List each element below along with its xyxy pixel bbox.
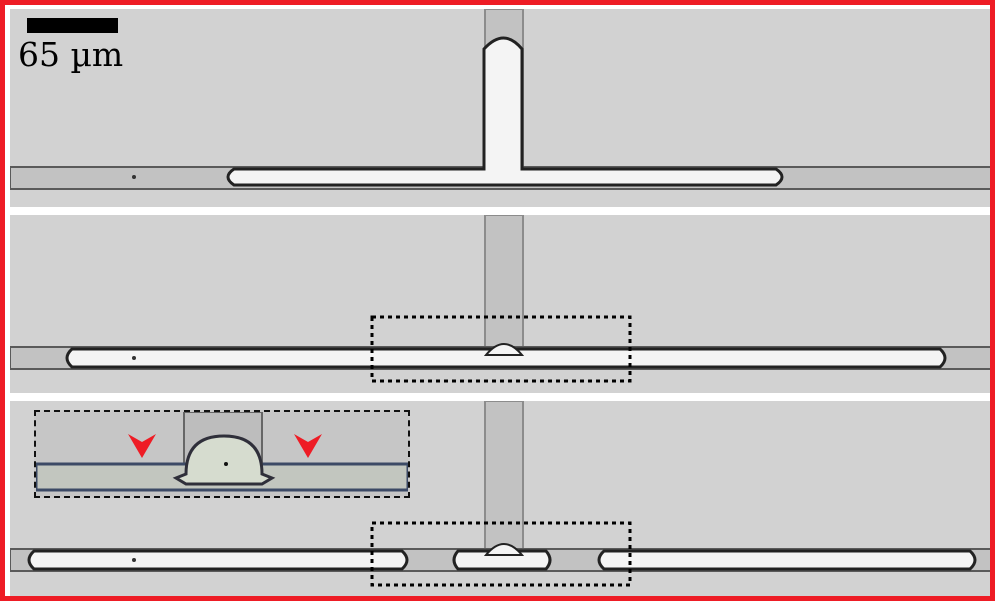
particle	[132, 356, 136, 360]
droplet-cap	[483, 343, 525, 356]
scale-bar	[27, 18, 118, 33]
particle	[132, 175, 136, 179]
inset-drawing	[36, 412, 408, 496]
arrowhead-icon	[128, 434, 156, 458]
highlight-box	[370, 521, 632, 587]
particle	[132, 558, 136, 562]
droplet-cap	[483, 543, 525, 556]
t-droplet	[226, 36, 784, 187]
panel-top-drawing	[10, 9, 990, 190]
panel-middle	[10, 215, 990, 393]
scale-bar-label: 65 µm	[18, 35, 124, 74]
highlight-box	[370, 315, 632, 383]
right-droplet	[597, 549, 977, 571]
left-droplet	[27, 549, 409, 571]
arrowhead-icon	[294, 434, 322, 458]
zoom-inset	[34, 410, 410, 498]
long-droplet	[65, 347, 947, 369]
panel-middle-drawing	[10, 215, 990, 383]
vertical-channel	[484, 215, 524, 356]
inset-particle	[224, 462, 228, 466]
panel-bottom-drawing	[10, 401, 990, 587]
inset-droplet	[172, 434, 276, 486]
panel-top	[10, 9, 990, 207]
center-droplet	[452, 549, 552, 571]
vertical-channel	[484, 401, 524, 562]
